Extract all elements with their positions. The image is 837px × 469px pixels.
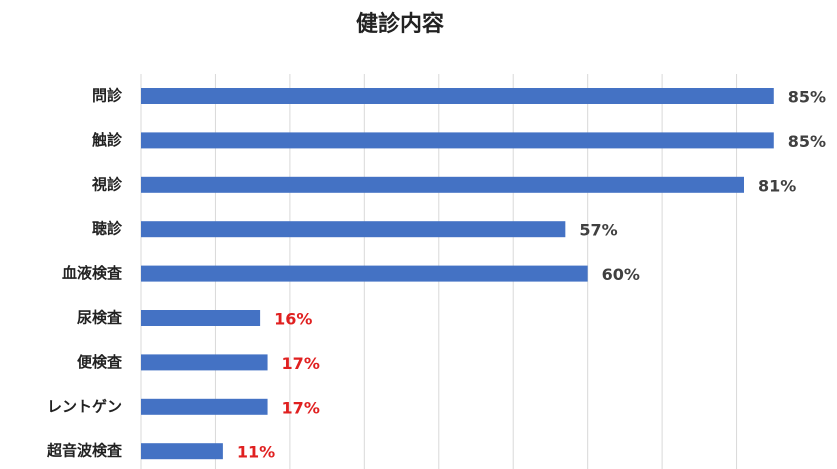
value-label: 85%	[788, 88, 826, 107]
value-label: 57%	[579, 221, 617, 240]
value-label: 17%	[282, 354, 320, 373]
y-tick-label: 尿検査	[77, 309, 123, 327]
chart-title: 健診内容	[356, 11, 444, 37]
bar	[141, 398, 268, 415]
y-tick-label: 触診	[92, 131, 123, 149]
value-label: 85%	[788, 132, 826, 151]
value-label: 11%	[237, 443, 275, 462]
bar	[141, 265, 588, 282]
y-tick-label: 視診	[91, 175, 123, 193]
bar	[141, 88, 774, 104]
y-tick-label: 問診	[92, 87, 123, 105]
y-tick-label: 便検査	[77, 353, 123, 371]
bar	[141, 221, 566, 238]
bar	[141, 354, 268, 371]
y-tick-label: レントゲン	[47, 397, 122, 415]
value-label: 17%	[282, 398, 320, 417]
y-tick-label: 血液検査	[62, 264, 123, 282]
bar	[141, 176, 744, 193]
value-label: 16%	[274, 310, 312, 329]
y-tick-label: 聴診	[92, 220, 123, 238]
bar	[141, 443, 223, 460]
bar	[141, 310, 261, 326]
value-label: 60%	[602, 265, 640, 284]
value-label: 81%	[758, 176, 796, 195]
y-tick-label: 超音波検査	[46, 442, 123, 460]
bar	[141, 132, 774, 149]
